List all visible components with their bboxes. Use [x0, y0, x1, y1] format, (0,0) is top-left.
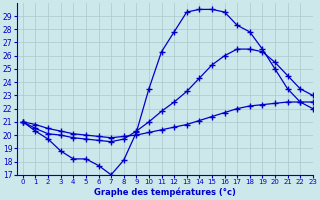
X-axis label: Graphe des températures (°c): Graphe des températures (°c) — [94, 188, 236, 197]
